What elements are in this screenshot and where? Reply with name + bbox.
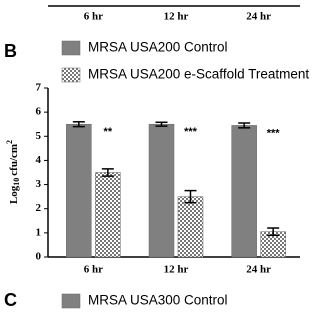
bar (66, 123, 92, 258)
x-tick-label: 6 hr (84, 11, 103, 23)
panel-label: C (4, 290, 17, 310)
y-tick-label: 1 (36, 226, 42, 238)
significance: ** (104, 126, 113, 138)
y-tick-label: 5 (36, 130, 42, 142)
legend-label: MRSA USA200 e-Scaffold Treatment (88, 67, 309, 82)
significance: *** (184, 126, 198, 138)
y-tick-label: 0 (36, 251, 42, 263)
x-tick-label: 12 hr (164, 264, 189, 276)
significance: *** (267, 127, 281, 139)
panel-label: B (4, 41, 17, 61)
legend-swatch (61, 40, 81, 56)
x-tick-label: 12 hr (164, 11, 189, 23)
legend-label: MRSA USA300 Control (88, 293, 228, 308)
bar (95, 172, 121, 258)
y-tick-label: 6 (36, 106, 42, 118)
y-tick-label: 4 (36, 154, 42, 166)
y-tick-label: 2 (36, 202, 42, 214)
y-tick-label: 7 (36, 82, 42, 94)
legend-label: MRSA USA200 Control (88, 40, 228, 55)
x-tick-label: 6 hr (84, 264, 103, 276)
bar (231, 125, 257, 258)
x-tick-label: 24 hr (246, 11, 271, 23)
bar (148, 123, 175, 258)
x-tick-label: 24 hr (246, 264, 271, 276)
y-axis-label: Log10cfu/cm2 (5, 140, 21, 204)
y-tick-label: 3 (36, 178, 42, 190)
legend-swatch (61, 67, 81, 83)
legend-swatch (61, 293, 81, 309)
bar (177, 196, 204, 258)
